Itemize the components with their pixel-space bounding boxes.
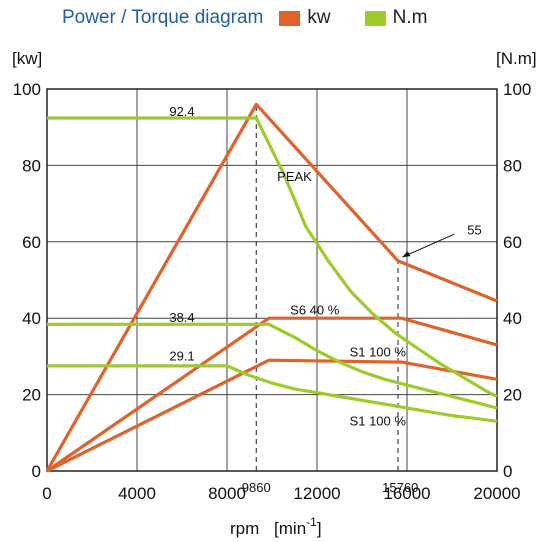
y-tick-label-right: 60	[503, 233, 522, 252]
y-axis-left-label: [kw]	[12, 49, 42, 68]
x-axis-unit-exp: -1	[306, 515, 317, 529]
torque-curve	[47, 322, 498, 410]
annotation-label: S1 100 %	[350, 413, 407, 428]
y-tick-label-right: 100	[503, 80, 531, 99]
legend-label-kw: kw	[307, 7, 331, 28]
torque-curve	[47, 364, 498, 423]
x-tick-label: 0	[42, 484, 51, 503]
y-tick-label-left: 0	[32, 462, 41, 481]
x-tick-label: 16000	[383, 484, 430, 503]
power-curve	[46, 316, 498, 473]
legend-swatch-nm	[364, 10, 386, 26]
x-tick-label: 20000	[473, 484, 520, 503]
annotation-label: 15760	[382, 480, 418, 495]
y-tick-label-left: 80	[22, 156, 41, 175]
y-tick-label-right: 40	[503, 309, 522, 328]
x-axis-label: rpm [min-1]	[230, 515, 322, 538]
x-axis-unit-base: min	[279, 519, 306, 538]
y-tick-label-right: 20	[503, 386, 522, 405]
x-tick-label: 12000	[293, 484, 340, 503]
x-axis-label-text: rpm	[230, 519, 259, 538]
y-tick-label-left: 40	[22, 309, 41, 328]
annotation-label: 38.4	[169, 310, 194, 325]
power-curve	[45, 102, 498, 472]
chart-title: Power / Torque diagram	[62, 7, 264, 28]
annotation-label: S1 100 %	[350, 345, 407, 360]
annotation-label: 55	[467, 222, 481, 237]
y-tick-label-left: 100	[13, 80, 41, 99]
chart-legend: Power / Torque diagram kw N.m	[62, 6, 461, 30]
tick-labels: 0 4000 8000 12000 16000 20000 0 20 40 60 80 100 0 20 4…	[13, 80, 532, 503]
x-tick-label: 4000	[118, 484, 156, 503]
annotation-label: 29.1	[169, 348, 194, 363]
annotations: 92.4 PEAK 55 38.4 S6 40 % 29.1 S1 100 % S1 100 …	[169, 104, 481, 495]
y-tick-label-right: 80	[503, 156, 522, 175]
legend-label-nm: N.m	[392, 7, 428, 28]
legend-swatch-kw	[279, 10, 301, 26]
torque-curve	[47, 116, 498, 398]
grid	[46, 88, 498, 472]
annotation-label: 92.4	[169, 104, 194, 119]
annotation-label: S6 40 %	[290, 303, 340, 318]
y-tick-label-right: 0	[503, 462, 512, 481]
annotation-arrow	[402, 233, 455, 258]
y-tick-label-left: 20	[22, 386, 41, 405]
series-group	[45, 102, 498, 473]
y-axis-right-label: [N.m]	[496, 49, 537, 68]
x-axis-unit-open: [	[274, 519, 279, 538]
annotation-arrowhead	[402, 251, 411, 258]
plot-frame	[46, 88, 498, 472]
annotation-label: 9860	[242, 480, 271, 495]
annotation-label: PEAK	[277, 169, 312, 184]
x-tick-label: 8000	[208, 484, 246, 503]
power-curve	[46, 358, 498, 473]
x-axis-unit-close: ]	[317, 519, 322, 538]
y-tick-label-left: 60	[22, 233, 41, 252]
